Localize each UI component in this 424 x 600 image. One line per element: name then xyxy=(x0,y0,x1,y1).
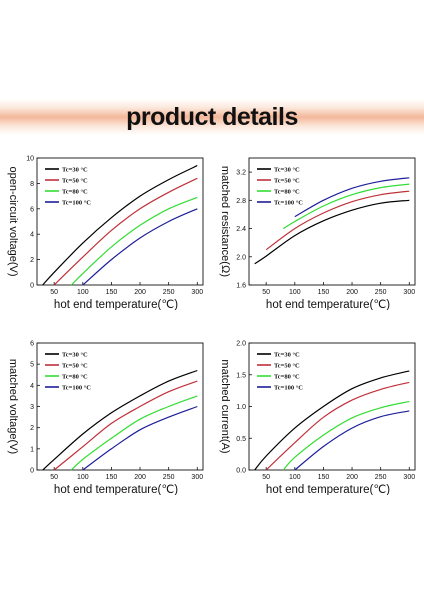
x-tick-label: 250 xyxy=(163,474,175,481)
x-tick-label: 200 xyxy=(134,289,146,296)
banner-title: product details xyxy=(126,102,298,131)
x-tick-label: 150 xyxy=(106,289,118,296)
plot-frame xyxy=(248,157,416,286)
x-axis-label: hot end temperature(℃) xyxy=(54,299,178,310)
y-tick-label: 2.0 xyxy=(236,254,246,261)
series-line-4 xyxy=(294,177,410,218)
series-line-3 xyxy=(282,183,410,230)
y-tick-label: 2.0 xyxy=(236,341,246,348)
y-tick-label: 0.5 xyxy=(236,436,246,443)
x-tick-label: 300 xyxy=(403,289,415,296)
series-line-1 xyxy=(42,369,198,471)
x-tick-label: 150 xyxy=(106,474,118,481)
y-tick-label: 5 xyxy=(30,362,34,369)
series-line-3 xyxy=(70,196,198,286)
y-tick-label: 3 xyxy=(30,404,34,411)
y-tick-label: 4 xyxy=(30,232,34,239)
matched-resistance-chart: 1.6 2.0 2.4 2.8 3.2 50 100 150 200 250 300 Tc=30 °C… xyxy=(219,157,416,310)
x-tick-label: 250 xyxy=(375,474,387,481)
y-tick-label: 8 xyxy=(30,181,34,188)
y-tick-label: 4 xyxy=(30,383,34,390)
y-axis-label: matched resistance(Ω) xyxy=(219,166,231,277)
legend-entry: Tc=100 °C xyxy=(62,384,91,391)
y-axis-label: matched voltage(V) xyxy=(7,359,19,454)
legend-entry: Tc=50 °C xyxy=(274,362,300,369)
x-axis-label: hot end temperature(℃) xyxy=(266,484,390,495)
x-tick-label: 100 xyxy=(289,289,301,296)
legend-entry: Tc=50 °C xyxy=(62,177,88,184)
x-tick-label: 200 xyxy=(134,474,146,481)
legend-entry: Tc=30 °C xyxy=(274,351,300,358)
matched-current-chart: 0.0 0.5 1.0 1.5 2.0 50 100 150 200 250 300 Tc=30 °C… xyxy=(219,341,416,495)
x-tick-label: 300 xyxy=(191,474,203,481)
y-tick-label: 6 xyxy=(30,206,34,213)
series-line-2 xyxy=(265,190,410,251)
legend-entry: Tc=30 °C xyxy=(274,166,300,173)
series-line-2 xyxy=(53,177,198,286)
x-tick-label: 50 xyxy=(50,474,58,481)
series-line-4 xyxy=(82,208,198,286)
x-tick-label: 50 xyxy=(50,289,58,296)
product-details-banner: product details xyxy=(0,99,424,135)
legend-entry: Tc=80 °C xyxy=(274,188,300,195)
matched-voltage-chart: 0 1 2 3 4 5 6 50 100 150 200 250 300 Tc=30 °C Tc=50 °C… xyxy=(7,341,204,495)
y-tick-label: 0 xyxy=(30,468,34,475)
series-line-1 xyxy=(254,370,410,471)
x-tick-label: 100 xyxy=(289,474,301,481)
legend-entry: Tc=100 °C xyxy=(274,384,303,391)
x-tick-label: 250 xyxy=(163,289,175,296)
x-tick-label: 300 xyxy=(191,289,203,296)
y-tick-label: 10 xyxy=(26,156,34,163)
x-tick-label: 50 xyxy=(262,474,270,481)
series-line-4 xyxy=(294,410,410,471)
series-line-4 xyxy=(82,405,198,471)
y-tick-label: 6 xyxy=(30,341,34,348)
series-line-3 xyxy=(282,400,410,471)
legend-entry: Tc=100 °C xyxy=(62,199,91,206)
y-tick-label: 2 xyxy=(30,425,34,432)
y-tick-label: 3.2 xyxy=(236,170,246,177)
x-tick-label: 150 xyxy=(318,289,330,296)
x-tick-label: 50 xyxy=(262,289,270,296)
plot-frame xyxy=(36,157,204,286)
y-tick-label: 0 xyxy=(30,283,34,290)
legend-entry: Tc=80 °C xyxy=(274,373,300,380)
series-line-1 xyxy=(254,199,410,265)
y-tick-label: 1 xyxy=(30,446,34,453)
legend-entry: Tc=100 °C xyxy=(274,199,303,206)
x-tick-label: 100 xyxy=(77,289,89,296)
series-line-2 xyxy=(265,381,410,471)
x-axis-label: hot end temperature(℃) xyxy=(54,484,178,495)
legend-entry: Tc=30 °C xyxy=(62,166,88,173)
y-axis-label: open-circuit voltage(V) xyxy=(7,166,19,276)
open-circuit-voltage-chart: 0 2 4 6 8 10 50 100 150 200 250 300 Tc=30 °C Tc=50 °C… xyxy=(7,156,204,310)
legend-entry: Tc=50 °C xyxy=(274,177,300,184)
series-line-2 xyxy=(53,380,198,471)
x-tick-label: 150 xyxy=(318,474,330,481)
y-tick-label: 0.0 xyxy=(236,468,246,475)
y-tick-label: 1.0 xyxy=(236,404,246,411)
x-tick-label: 100 xyxy=(77,474,89,481)
y-tick-label: 2.4 xyxy=(236,226,246,233)
legend-entry: Tc=80 °C xyxy=(62,188,88,195)
legend-entry: Tc=80 °C xyxy=(62,373,88,380)
legend-entry: Tc=30 °C xyxy=(62,351,88,358)
x-axis-label: hot end temperature(℃) xyxy=(266,299,390,310)
x-tick-label: 250 xyxy=(375,289,387,296)
legend-entry: Tc=50 °C xyxy=(62,362,88,369)
x-tick-label: 200 xyxy=(346,474,358,481)
series-line-3 xyxy=(70,395,198,471)
y-tick-label: 2.8 xyxy=(236,198,246,205)
series-line-1 xyxy=(42,165,198,286)
x-tick-label: 300 xyxy=(403,474,415,481)
y-tick-label: 1.5 xyxy=(236,372,246,379)
y-tick-label: 2 xyxy=(30,257,34,264)
y-axis-label: matched current(A) xyxy=(219,359,231,453)
x-tick-label: 200 xyxy=(346,289,358,296)
y-tick-label: 1.6 xyxy=(236,283,246,290)
